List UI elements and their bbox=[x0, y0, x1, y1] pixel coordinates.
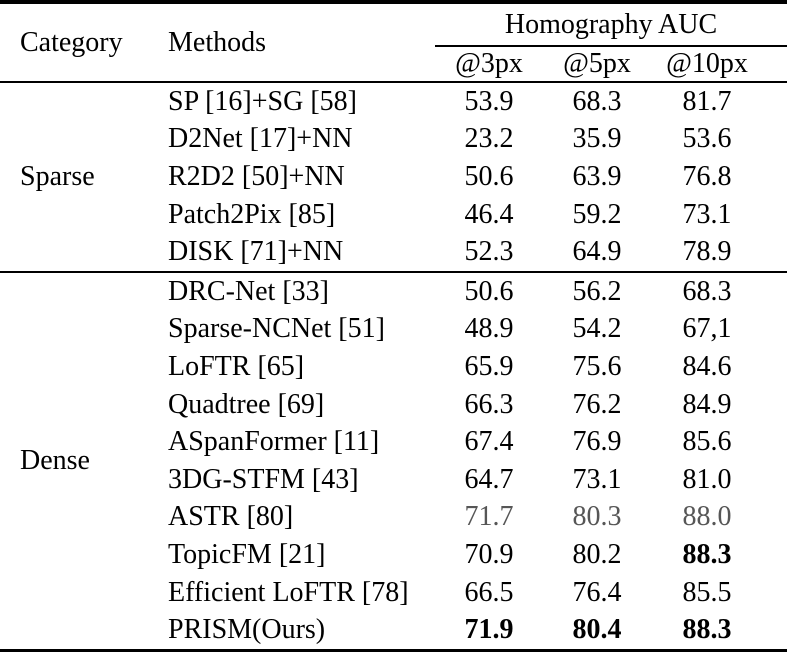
auc-value: 63.9 bbox=[572, 160, 622, 192]
table-row: 3DG-STFM [43] 64.7 73.1 81.0 bbox=[0, 461, 787, 499]
col-header-5px: @5px bbox=[563, 48, 631, 79]
auc-value: 88.3 bbox=[682, 614, 732, 646]
table-row: Efficient LoFTR [78] 66.5 76.4 85.5 bbox=[0, 574, 787, 612]
auc-value: 80.3 bbox=[572, 501, 622, 533]
auc-value: 64.9 bbox=[572, 236, 622, 268]
auc-value: 53.9 bbox=[464, 85, 514, 117]
col-header-methods: Methods bbox=[168, 26, 266, 58]
category-label: Dense bbox=[0, 270, 150, 651]
col-header-category: Category bbox=[20, 26, 123, 58]
auc-value: 84.9 bbox=[682, 388, 732, 420]
auc-value: 48.9 bbox=[464, 313, 514, 345]
table-header: Category Methods Homography AUC @3px @5p… bbox=[0, 2, 787, 82]
auc-value: 84.6 bbox=[682, 350, 732, 382]
auc-value: 50.6 bbox=[435, 270, 543, 311]
method-name: TopicFM [21] bbox=[168, 538, 326, 570]
category-label: Sparse bbox=[20, 160, 95, 192]
table-row: Sparse-NCNet [51] 48.9 54.2 67,1 bbox=[0, 311, 787, 349]
auc-value: 71.9 bbox=[464, 614, 514, 646]
method-name: LoFTR [65] bbox=[168, 350, 305, 382]
table-row: Dense DRC-Net [33] 50.6 56.2 68.3 bbox=[0, 270, 787, 651]
table-row: DISK [71]+NN 52.3 64.9 78.9 bbox=[0, 233, 787, 272]
auc-value: 80.4 bbox=[572, 614, 622, 646]
method-name: Sparse-NCNet [51] bbox=[168, 313, 385, 345]
auc-value: 76.2 bbox=[572, 388, 622, 420]
auc-value: 75.6 bbox=[572, 350, 622, 382]
table-row: Patch2Pix [85] 46.4 59.2 73.1 bbox=[0, 196, 787, 234]
auc-value: 73.1 bbox=[682, 198, 732, 230]
auc-value: 71.7 bbox=[464, 501, 514, 533]
auc-value: 76.9 bbox=[572, 426, 622, 458]
method-name: ASTR [80] bbox=[168, 501, 294, 533]
table-row: D2Net [17]+NN 23.2 35.9 53.6 bbox=[0, 121, 787, 159]
method-name: PRISM(Ours) bbox=[168, 614, 326, 646]
auc-value: 78.9 bbox=[682, 236, 732, 268]
auc-value: 68.3 bbox=[651, 270, 787, 311]
method-name: D2Net [17]+NN bbox=[168, 123, 353, 155]
auc-value: 80.2 bbox=[572, 538, 622, 570]
method-name: Quadtree [69] bbox=[168, 388, 325, 420]
auc-value: 81.0 bbox=[682, 463, 732, 495]
col-header-3px: @3px bbox=[455, 48, 523, 79]
auc-value: 88.0 bbox=[682, 501, 732, 533]
table-row: Quadtree [69] 66.3 76.2 84.9 bbox=[0, 386, 787, 424]
auc-value: 53.6 bbox=[682, 123, 732, 155]
auc-value: 67,1 bbox=[682, 313, 732, 345]
method-name: ASpanFormer [11] bbox=[168, 426, 380, 458]
method-name: DISK [71]+NN bbox=[168, 236, 344, 268]
auc-value: 66.3 bbox=[464, 388, 514, 420]
auc-value: 70.9 bbox=[464, 538, 514, 570]
method-name: SP [16]+SG [58] bbox=[168, 85, 357, 117]
auc-value: 68.3 bbox=[572, 85, 622, 117]
table-row: PRISM(Ours) 71.9 80.4 88.3 bbox=[0, 611, 787, 650]
col-header-homography-auc: Homography AUC bbox=[435, 2, 787, 47]
auc-value: 66.5 bbox=[464, 576, 514, 608]
auc-value: 59.2 bbox=[572, 198, 622, 230]
auc-value: 85.6 bbox=[682, 426, 732, 458]
table-row: R2D2 [50]+NN 50.6 63.9 76.8 bbox=[0, 158, 787, 196]
header-row-sub: @3px @5px @10px bbox=[0, 46, 787, 82]
auc-value: 85.5 bbox=[682, 576, 732, 608]
auc-value: 56.2 bbox=[543, 270, 651, 311]
header-row-top: Category Methods Homography AUC bbox=[0, 2, 787, 58]
col-header-10px: @10px bbox=[666, 48, 748, 79]
method-name: 3DG-STFM [43] bbox=[168, 463, 359, 495]
auc-value: 52.3 bbox=[464, 236, 514, 268]
auc-value: 88.3 bbox=[682, 538, 732, 570]
auc-value: 73.1 bbox=[572, 463, 622, 495]
table-row: ASpanFormer [11] 67.4 76.9 85.6 bbox=[0, 423, 787, 461]
auc-value: 76.4 bbox=[572, 576, 622, 608]
table-row: Sparse SP [16]+SG [58] 53.9 68.3 81.7 bbox=[0, 82, 787, 192]
auc-value: 50.6 bbox=[464, 160, 514, 192]
results-table-body: Sparse SP [16]+SG [58] 53.9 68.3 81.7 D2Net [… bbox=[0, 82, 787, 651]
auc-value: 46.4 bbox=[464, 198, 514, 230]
table-row: TopicFM [21] 70.9 80.2 88.3 bbox=[0, 536, 787, 574]
auc-value: 65.9 bbox=[464, 350, 514, 382]
auc-value: 35.9 bbox=[572, 123, 622, 155]
method-name: R2D2 [50]+NN bbox=[168, 160, 345, 192]
auc-value: 76.8 bbox=[682, 160, 732, 192]
auc-value: 81.7 bbox=[682, 85, 732, 117]
auc-value: 54.2 bbox=[572, 313, 622, 345]
auc-value: 23.2 bbox=[464, 123, 514, 155]
method-name: DRC-Net [33] bbox=[150, 270, 435, 311]
table-row: LoFTR [65] 65.9 75.6 84.6 bbox=[0, 348, 787, 386]
method-name: Efficient LoFTR [78] bbox=[168, 576, 409, 608]
auc-value: 67.4 bbox=[464, 426, 514, 458]
table-row: ASTR [80] 71.7 80.3 88.0 bbox=[0, 499, 787, 537]
method-name: Patch2Pix [85] bbox=[168, 198, 336, 230]
auc-value: 64.7 bbox=[464, 463, 514, 495]
